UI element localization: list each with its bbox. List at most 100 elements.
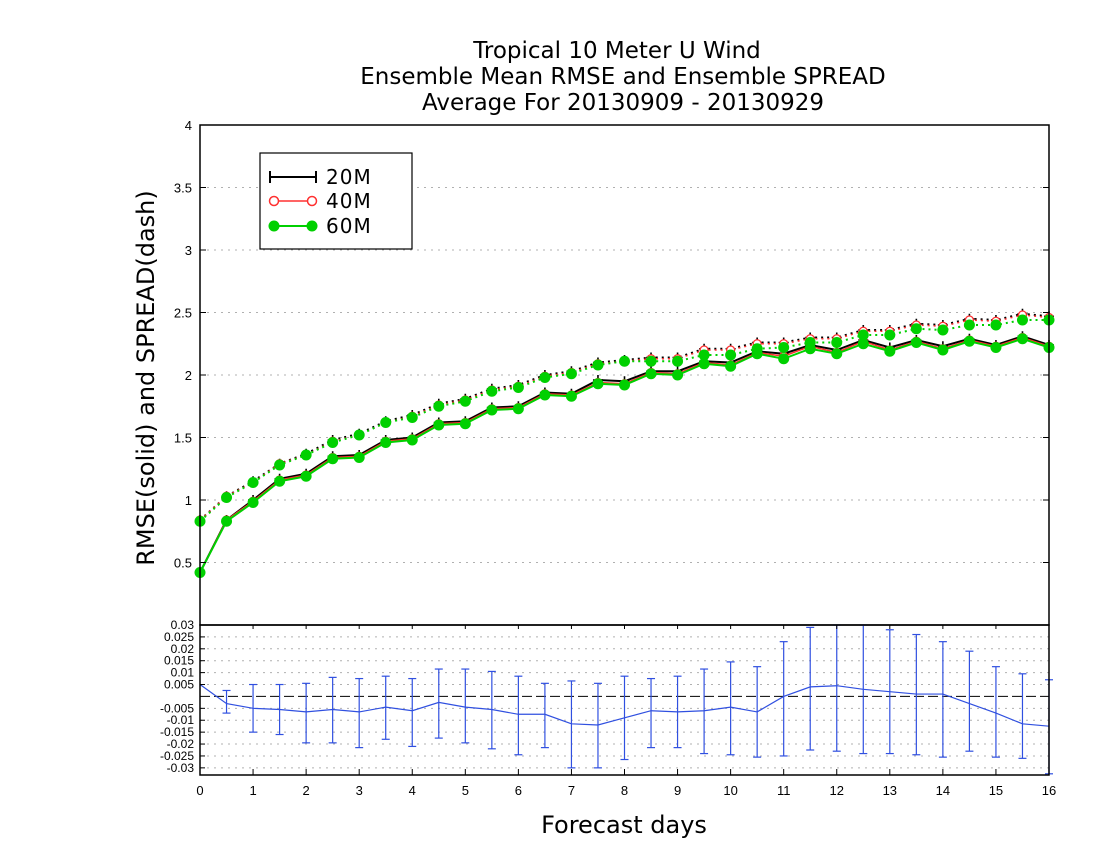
bottom-ytick-label: -0.01: [167, 713, 195, 727]
xtick-label: 0: [196, 783, 203, 798]
xtick-label: 2: [303, 783, 310, 798]
rmse-point-60M: [300, 470, 312, 482]
bottom-ytick-label: -0.025: [160, 749, 194, 763]
top-ytick-label: 2.5: [174, 306, 192, 321]
top-series-layer: [194, 308, 1055, 578]
bottom-ytick-label: 0.03: [171, 618, 195, 632]
spread-point-60M: [380, 417, 392, 428]
xtick-label: 13: [883, 783, 897, 798]
top-ytick-label: 1.5: [174, 431, 192, 446]
top-ytick-label: 1: [185, 493, 192, 508]
xtick-label: 12: [830, 783, 844, 798]
spread-point-60M: [963, 319, 975, 331]
bottom-ytick-label: -0.015: [160, 725, 194, 739]
rmse-point-60M: [459, 418, 471, 430]
rmse-point-60M: [990, 342, 1002, 353]
spread-point-60M: [565, 368, 577, 380]
spread-point-60M: [300, 449, 312, 461]
title-line-2: Ensemble Mean RMSE and Ensemble SPREAD: [360, 64, 885, 90]
bottom-ytick-label: 0.025: [164, 630, 194, 644]
spread-point-60M: [857, 329, 869, 341]
spread-point-60M: [937, 324, 949, 336]
legend-marker-40M-b: [306, 195, 318, 207]
xtick-label: 8: [621, 783, 628, 798]
rmse-point-60M: [778, 353, 790, 365]
spread-point-60M: [247, 477, 259, 488]
title-line-1: Tropical 10 Meter U Wind: [472, 38, 761, 64]
series-40M: [195, 310, 1054, 578]
y-axis-label: RMSE(solid) and SPREAD(dash): [132, 190, 160, 566]
rmse-line-20M: [199, 335, 1050, 573]
rmse-point-60M: [645, 368, 657, 380]
legend-item-60M: 60M: [268, 214, 371, 238]
rmse-point-60M: [857, 338, 869, 350]
spread-point-60M: [751, 343, 763, 355]
title-line-3: Average For 20130909 - 20130929: [422, 90, 824, 116]
series-60M: [194, 314, 1055, 578]
spread-point-60M: [990, 319, 1002, 331]
rmse-point-60M: [380, 437, 392, 448]
top-ytick-label: 3: [185, 243, 192, 258]
bottom-ytick-label: 0.02: [171, 642, 195, 656]
bottom-ytick-label: 0.01: [171, 666, 195, 680]
spread-point-60M: [725, 349, 737, 361]
legend-marker-60M-b: [306, 220, 318, 232]
spread-line-60M: [199, 319, 1049, 522]
spread-point-60M: [645, 355, 657, 367]
spread-point-60M: [619, 355, 630, 367]
xtick-label: 11: [777, 783, 791, 798]
rmse-point-60M: [831, 348, 843, 360]
top-ytick-label: 0.5: [174, 556, 192, 571]
rmse-point-60M: [963, 335, 975, 347]
xtick-label: 3: [356, 783, 363, 798]
series-20M: [195, 308, 1054, 578]
legend-item-20M: 20M: [269, 165, 372, 189]
spread-point-60M: [698, 349, 710, 361]
spread-point-60M: [353, 429, 365, 441]
bottom-ytick-label: -0.03: [167, 761, 195, 775]
top-y-axis: 0.5 1 1.5 2 2.5 3 3.5 4: [174, 118, 1049, 571]
rmse-point-60M: [486, 404, 498, 416]
rmse-point-60M: [910, 337, 922, 348]
rmse-point-60M: [884, 345, 896, 357]
spread-point-60M: [433, 400, 445, 412]
xtick-label: 16: [1042, 783, 1056, 798]
spread-point-60M: [406, 412, 418, 423]
rmse-point-60M: [565, 390, 577, 402]
rmse-point-60M: [512, 403, 524, 415]
spread-point-60M: [274, 459, 286, 471]
spread-point-60M: [221, 492, 233, 503]
rmse-point-60M: [937, 344, 949, 356]
legend: 20M 40M 60M: [259, 152, 413, 250]
legend-marker-60M-a: [268, 220, 280, 232]
rmse-point-60M: [698, 358, 710, 370]
legend-marker-20M: [269, 171, 317, 183]
xtick-label: 5: [462, 783, 469, 798]
spread-point-60M: [804, 337, 816, 348]
bottom-ytick-label: 0.015: [164, 654, 194, 668]
xtick-label: 15: [989, 783, 1003, 798]
rmse-point-60M: [619, 379, 630, 391]
rmse-point-60M: [1016, 333, 1028, 345]
rmse-line-40M: [199, 336, 1050, 573]
xtick-label: 6: [515, 783, 522, 798]
xtick-label: 7: [568, 783, 575, 798]
legend-label-20M: 20M: [326, 165, 372, 189]
spread-point-60M: [327, 437, 339, 448]
difference-line: [199, 684, 1050, 727]
spread-point-60M: [831, 337, 843, 348]
top-ytick-label: 3.5: [174, 181, 192, 196]
rmse-point-60M: [406, 434, 418, 446]
bottom-ytick-label: -0.02: [167, 737, 195, 751]
rmse-point-60M: [353, 452, 365, 463]
rmse-point-60M: [221, 515, 233, 527]
bottom-y-axis: 0.030.0250.020.0150.010.005-0.005-0.01-0…: [160, 618, 205, 775]
legend-marker-40M-a: [268, 195, 280, 207]
top-ytick-label: 2: [185, 368, 192, 383]
legend-label-40M: 40M: [326, 189, 372, 213]
rmse-point-60M: [433, 419, 445, 431]
rmse-point-60M: [247, 497, 259, 508]
xtick-label: 9: [674, 783, 681, 798]
xtick-label: 10: [723, 783, 737, 798]
